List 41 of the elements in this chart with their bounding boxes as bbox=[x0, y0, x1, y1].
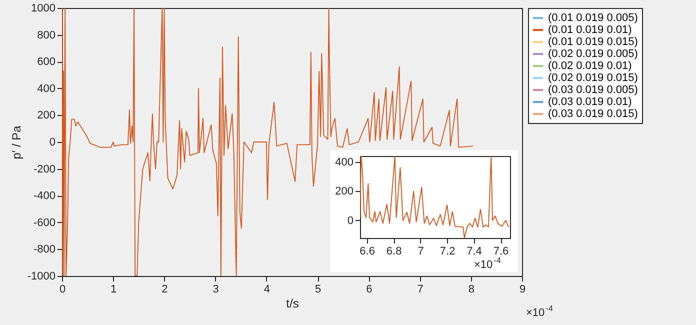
x-tick-label: 3 bbox=[212, 284, 219, 296]
x-tick-label: 7.6 bbox=[493, 246, 509, 258]
legend-label: (0.02 0.019 0.005) bbox=[548, 48, 638, 60]
x-tick-label: 1 bbox=[110, 284, 117, 296]
legend-label: (0.01 0.019 0.015) bbox=[548, 36, 638, 48]
legend-label: (0.03 0.019 0.01) bbox=[548, 96, 632, 108]
y-tick-label: 1000 bbox=[31, 2, 56, 14]
y-axis-title: p′ / Pa bbox=[9, 125, 24, 160]
y-tick-label: 600 bbox=[37, 56, 56, 68]
y-tick-label: 400 bbox=[335, 156, 354, 168]
x-tick-label: 8 bbox=[468, 284, 474, 296]
legend-label: (0.01 0.019 0.005) bbox=[548, 12, 638, 24]
x-tick-label: 9 bbox=[519, 284, 526, 296]
x-tick-label: 6 bbox=[366, 284, 372, 296]
y-tick-label: 0 bbox=[49, 136, 56, 148]
x-axis-title: t/s bbox=[286, 296, 299, 310]
x-tick-label: 7.2 bbox=[440, 246, 456, 258]
legend-label: (0.03 0.019 0.015) bbox=[548, 108, 638, 120]
y-tick-label: 200 bbox=[335, 186, 354, 198]
x-tick-label: 5 bbox=[314, 284, 322, 296]
y-tick-label: 800 bbox=[37, 29, 56, 42]
legend-label: (0.01 0.019 0.01) bbox=[548, 24, 632, 36]
y-tick-label: -600 bbox=[33, 216, 56, 229]
y-tick-label: 400 bbox=[37, 82, 56, 95]
x-tick-label: 6.6 bbox=[360, 246, 375, 258]
y-tick-label: 0 bbox=[347, 214, 354, 227]
x-tick-label: 4 bbox=[264, 284, 270, 296]
y-tick-label: -400 bbox=[33, 190, 56, 202]
x-tick-label: 6.8 bbox=[386, 246, 402, 258]
y-tick-label: -800 bbox=[33, 244, 56, 256]
x-tick-label: 0 bbox=[59, 284, 66, 296]
y-tick-label: -200 bbox=[33, 163, 56, 176]
x-tick-label: 2 bbox=[162, 284, 168, 296]
legend-label: (0.03 0.019 0.005) bbox=[548, 84, 638, 96]
legend-label: (0.02 0.019 0.015) bbox=[548, 72, 638, 84]
x-tick-label: 7 bbox=[417, 284, 424, 296]
x-tick-label: 7 bbox=[418, 246, 424, 258]
y-tick-label: -1000 bbox=[27, 270, 56, 282]
x-tick-label: 7.4 bbox=[466, 246, 482, 258]
legend-label: (0.02 0.019 0.01) bbox=[548, 60, 632, 72]
y-tick-label: 200 bbox=[37, 110, 56, 122]
